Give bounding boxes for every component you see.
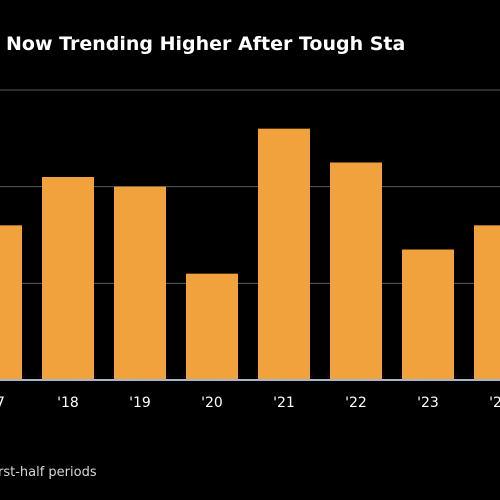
x-tick-label: '18 <box>57 395 79 411</box>
x-tick-label: '24 <box>489 395 500 411</box>
bars <box>0 128 500 380</box>
chart-title: Now Trending Higher After Tough Sta <box>6 33 405 55</box>
bar-19 <box>114 186 166 380</box>
x-tick-labels: 17 '18 '19 '20 '21 '22 '23 '24 <box>0 395 500 411</box>
x-tick-label: '23 <box>417 395 439 411</box>
bar-20 <box>186 273 238 380</box>
bar-23 <box>402 249 454 380</box>
bar-17 <box>0 225 22 380</box>
chart-note: rst-half periods <box>0 465 97 480</box>
bar-24 <box>474 225 500 380</box>
x-tick-label: '22 <box>345 395 367 411</box>
x-tick-label: 17 <box>0 395 5 411</box>
x-tick-label: '19 <box>129 395 151 411</box>
x-tick-label: '21 <box>273 395 295 411</box>
x-tick-label: '20 <box>201 395 223 411</box>
bar-22 <box>330 162 382 380</box>
bar-21 <box>258 128 310 380</box>
bar-18 <box>42 177 94 380</box>
